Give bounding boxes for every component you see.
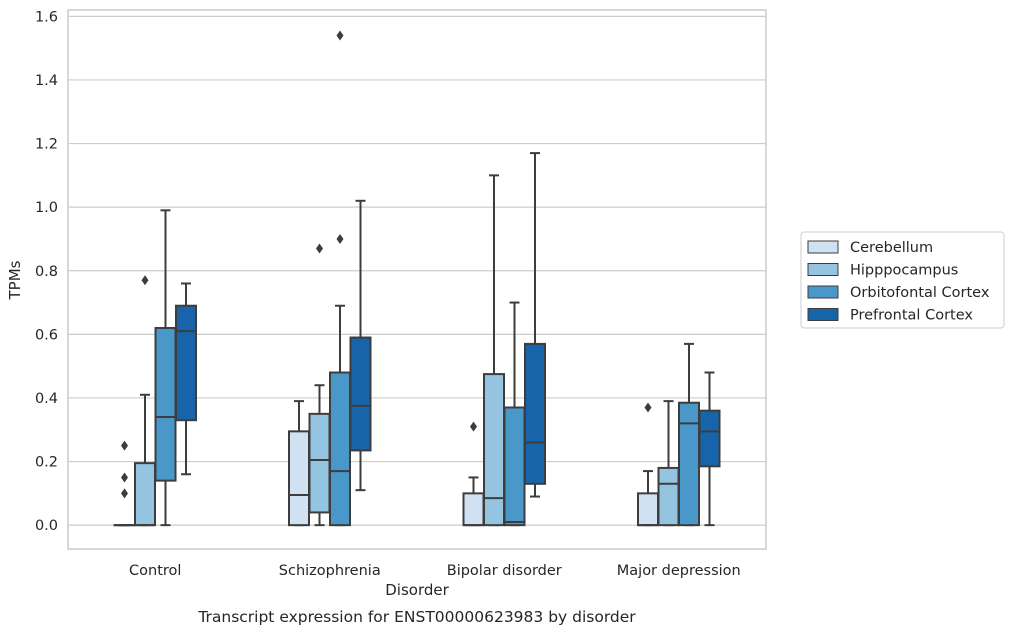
x-tick-label: Major depression (617, 563, 741, 579)
y-tick-label: 1.6 (35, 9, 58, 25)
box-body (700, 411, 720, 467)
box-body (135, 463, 155, 525)
x-tick-label: Schizophrenia (279, 563, 381, 579)
legend-swatch (808, 309, 838, 321)
box-body (484, 374, 504, 525)
x-tick-labels: Control Schizophrenia Bipolar disorder Majo… (129, 563, 741, 579)
box-body (176, 306, 196, 420)
legend: Cerebellum Hipppocampus Orbitofontal Corte… (801, 232, 1004, 328)
box-body (330, 373, 350, 526)
y-tick-label: 1.4 (35, 73, 58, 89)
box-body (525, 344, 545, 484)
x-tick-label: Bipolar disorder (447, 563, 562, 579)
box-body (638, 493, 658, 525)
y-tick-label: 0.4 (35, 391, 58, 407)
box-body (289, 431, 309, 525)
legend-label: Orbitofontal Cortex (850, 285, 990, 301)
y-tick-labels: 0.0 0.2 0.4 0.6 0.8 1.0 1.2 1.4 1.6 (35, 9, 58, 534)
box-body (659, 468, 679, 525)
legend-swatch (808, 286, 838, 298)
y-tick-label: 0.0 (35, 518, 58, 534)
box-body (351, 338, 371, 451)
y-tick-label: 0.6 (35, 327, 58, 343)
box-body (505, 407, 525, 525)
y-tick-label: 1.0 (35, 200, 58, 216)
legend-label: Cerebellum (850, 240, 933, 256)
box-body (679, 403, 699, 525)
chart-caption: Transcript expression for ENST0000062398… (197, 608, 636, 626)
legend-swatch (808, 264, 838, 276)
box-body (464, 493, 484, 525)
legend-label: Hipppocampus (850, 263, 958, 279)
x-tick-label: Control (129, 563, 181, 579)
y-tick-label: 0.2 (35, 455, 58, 471)
legend-label: Prefrontal Cortex (850, 308, 973, 324)
y-axis-label: TPMs (6, 260, 24, 300)
x-axis-label: Disorder (385, 581, 449, 599)
y-tick-label: 0.8 (35, 264, 58, 280)
legend-swatch (808, 241, 838, 253)
y-tick-label: 1.2 (35, 137, 58, 153)
box-body (310, 414, 330, 513)
box-body (156, 328, 176, 481)
